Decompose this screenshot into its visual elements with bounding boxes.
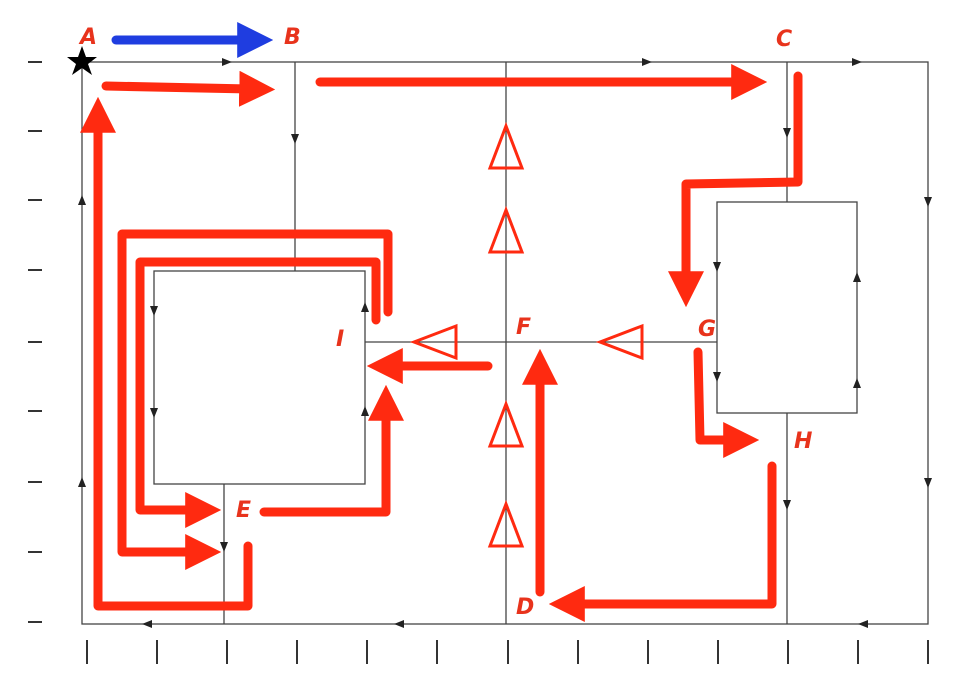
- triangle-left-1: [409, 323, 458, 361]
- route-arrows: [80, 64, 803, 622]
- triangle-up-4: [487, 499, 525, 548]
- y-axis-ticks: [28, 61, 42, 623]
- red-triangle-markers: [409, 121, 644, 548]
- x-axis-ticks: [86, 640, 929, 664]
- triangle-up-1: [487, 121, 525, 170]
- label-a: A: [78, 25, 97, 50]
- label-c: C: [776, 27, 792, 52]
- label-e: E: [236, 498, 251, 523]
- triangle-left-2: [595, 323, 644, 361]
- triangle-up-3: [487, 399, 525, 448]
- label-b: B: [284, 25, 301, 50]
- label-f: F: [516, 315, 531, 340]
- node-labels: A B C D E F G H I: [78, 25, 812, 620]
- triangle-up-2: [487, 205, 525, 254]
- label-g: G: [698, 317, 716, 342]
- graph-direction-arrows: [78, 58, 932, 628]
- label-i: I: [336, 327, 344, 352]
- star-icon: [67, 46, 97, 75]
- label-d: D: [516, 595, 534, 620]
- label-h: H: [794, 429, 812, 454]
